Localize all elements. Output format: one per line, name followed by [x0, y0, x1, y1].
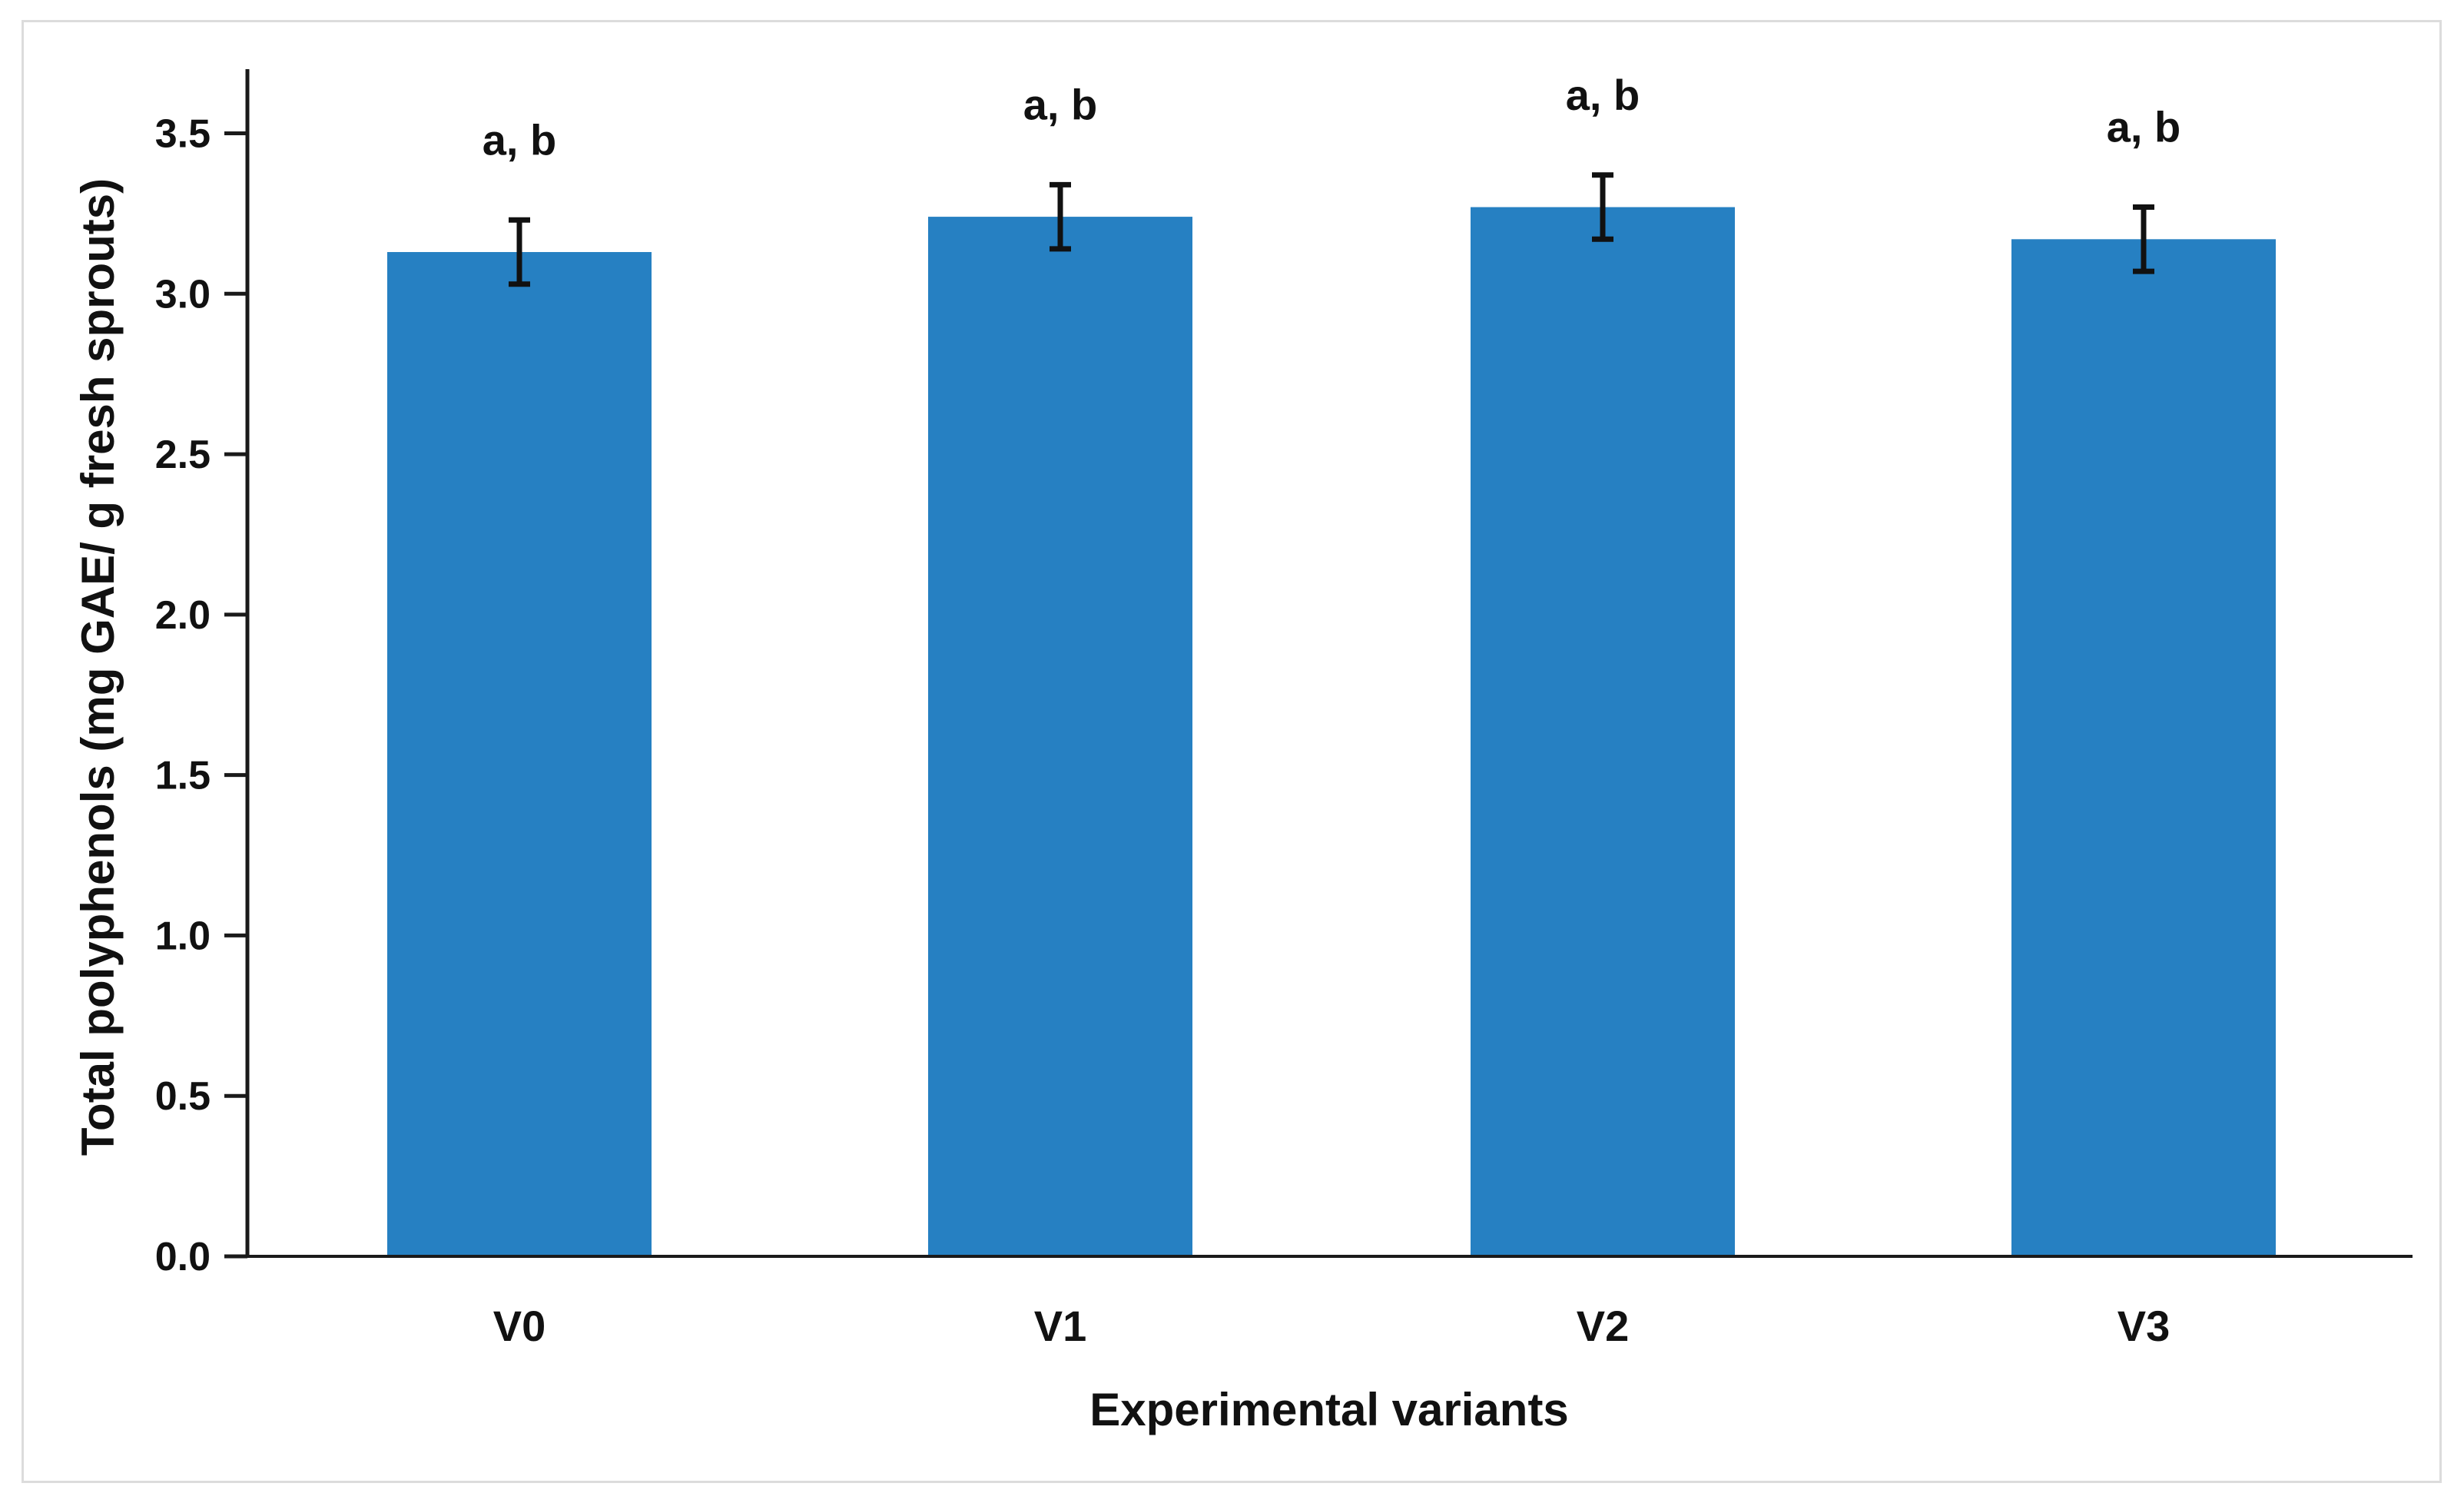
error-bars-group	[509, 172, 2154, 287]
bar	[2011, 239, 2276, 1257]
y-tick-label: 1.5	[155, 754, 211, 798]
x-category-label: V3	[2117, 1302, 2171, 1350]
x-category-label: V2	[1577, 1302, 1630, 1350]
category-labels-group: V0 V1 V2 V3	[493, 1302, 2171, 1350]
y-tick-label: 3.5	[155, 112, 211, 157]
axes-group	[245, 69, 2413, 1258]
y-ticks-group: 0.0 0.5 1.0 1.5 2.0 2.5 3.0 3.5	[155, 112, 247, 1279]
x-category-label: V1	[1034, 1302, 1087, 1350]
x-category-label: V0	[493, 1302, 546, 1350]
y-tick-label: 2.5	[155, 433, 211, 477]
y-tick-label: 0.5	[155, 1074, 211, 1119]
y-tick-label: 3.0	[155, 272, 211, 317]
significance-labels-group: a, b a, b a, b a, b	[483, 71, 2180, 164]
y-tick-label: 1.0	[155, 914, 211, 958]
significance-label: a, b	[1566, 71, 1640, 119]
bar	[1471, 207, 1735, 1256]
bar	[928, 217, 1192, 1257]
bars-group	[387, 207, 2276, 1257]
significance-label: a, b	[1023, 80, 1097, 128]
y-tick-label: 2.0	[155, 593, 211, 638]
y-axis-title: Total polyphenols (mg GAE/ g fresh sprou…	[72, 178, 124, 1156]
significance-label: a, b	[2107, 103, 2180, 151]
y-tick-label: 0.0	[155, 1235, 211, 1279]
bar	[387, 252, 652, 1256]
significance-label: a, b	[483, 115, 556, 164]
x-axis-title: Experimental variants	[1089, 1384, 1569, 1435]
